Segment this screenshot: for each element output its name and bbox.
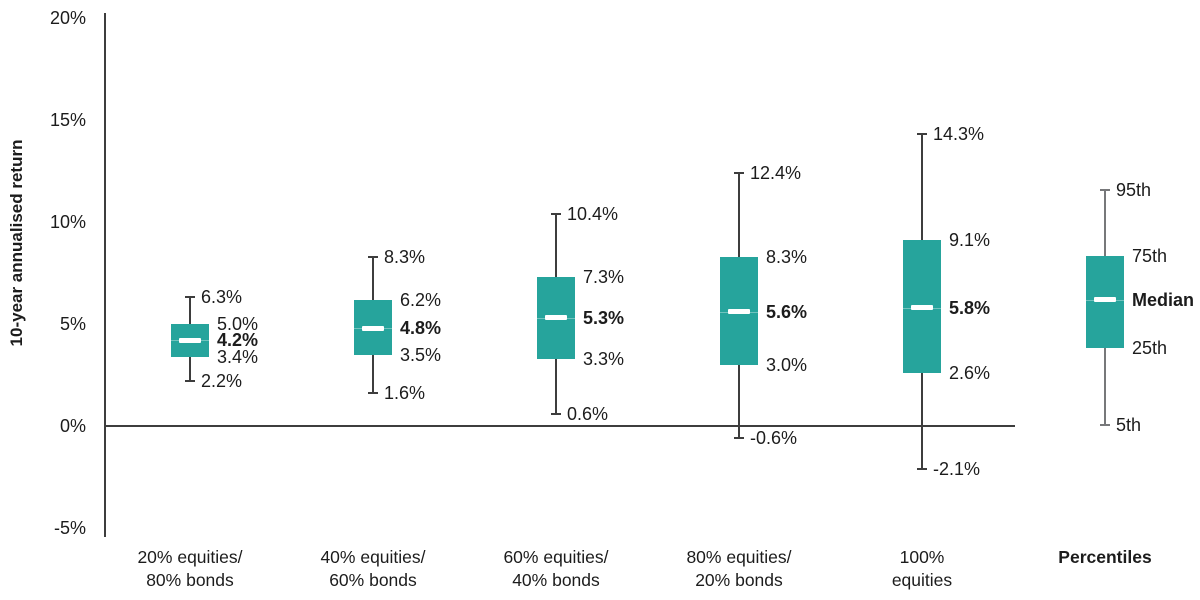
p25-label: 3.3% [583, 348, 625, 369]
category-label-line: 80% bonds [146, 570, 234, 590]
category-label-line: 20% bonds [695, 570, 783, 590]
p25-label: 25th [1132, 338, 1168, 359]
p75-label: 9.1% [949, 230, 991, 251]
whisker-cap-top [185, 296, 195, 299]
percentile-box [1086, 255, 1124, 349]
category-label-line: 40% equities/ [320, 547, 426, 567]
y-tick-label: -5% [53, 518, 86, 538]
p5-label: -0.6% [750, 428, 798, 449]
whisker-cap-bottom [185, 380, 195, 383]
median-dash [545, 315, 567, 321]
category-label: Percentiles [1014, 546, 1196, 569]
median-dash [362, 325, 384, 331]
whisker-cap-bottom [917, 467, 927, 470]
category-label-line: equities [891, 570, 953, 590]
whisker-cap-top [734, 172, 744, 175]
p5-label: 0.6% [567, 403, 609, 424]
whisker-cap-bottom [1100, 423, 1110, 426]
p25-label: 2.6% [949, 362, 991, 383]
p25-label: 3.5% [400, 344, 442, 365]
category-label-line: 60% equities/ [503, 547, 609, 567]
y-tick-label: 0% [59, 416, 86, 436]
whisker-cap-bottom [368, 392, 378, 395]
category-label-line: 100% [899, 547, 945, 567]
category-label-line: Percentiles [1058, 547, 1152, 567]
whisker-cap-bottom [734, 437, 744, 440]
median-label: 5.8% [949, 297, 991, 318]
whisker-cap-top [1100, 189, 1110, 192]
median-dash [911, 305, 933, 311]
p95-label: 10.4% [567, 203, 619, 224]
whisker-cap-top [551, 212, 561, 215]
p25-label: 3.4% [217, 346, 259, 367]
p95-label: 8.3% [384, 246, 426, 267]
median-label: 4.8% [400, 318, 442, 339]
p75-label: 5.0% [217, 314, 259, 334]
y-tick-label: 20% [49, 8, 86, 28]
p5-label: 2.2% [201, 371, 243, 392]
p95-label: 12.4% [750, 163, 802, 184]
median-label: 5.6% [766, 301, 808, 322]
whisker-cap-bottom [551, 412, 561, 415]
p75-label: 75th [1132, 245, 1168, 266]
p75-label: 6.2% [400, 289, 442, 310]
p95-label: 14.3% [933, 124, 985, 145]
category-label-line: 60% bonds [329, 570, 417, 590]
p25-label: 3.0% [766, 354, 808, 375]
y-tick-label: 10% [49, 212, 86, 232]
median-dash [728, 309, 750, 315]
p75-label: 8.3% [766, 246, 808, 267]
category-label: 40% equities/60% bonds [282, 546, 464, 592]
median-dash [1094, 297, 1116, 303]
category-label: 60% equities/40% bonds [465, 546, 647, 592]
p5-label: 1.6% [384, 383, 426, 404]
zero-baseline [104, 425, 1015, 427]
category-label: 20% equities/80% bonds [99, 546, 281, 592]
whisker-cap-top [917, 133, 927, 136]
median-label: 4.2% [217, 330, 259, 351]
p5-label: 5th [1116, 414, 1142, 435]
whisker-cap-top [368, 255, 378, 258]
p5-label: -2.1% [933, 458, 981, 479]
y-tick-label: 5% [59, 314, 86, 334]
y-axis-line [104, 13, 106, 537]
category-label: 100% equities [831, 546, 1013, 592]
category-label-line: 20% equities/ [137, 547, 243, 567]
category-label-line: 40% bonds [512, 570, 600, 590]
median-dash [179, 337, 201, 343]
median-label: Median [1132, 289, 1195, 310]
p95-label: 6.3% [201, 287, 243, 308]
category-label-line: 80% equities/ [686, 547, 792, 567]
category-label: 80% equities/20% bonds [648, 546, 830, 592]
median-label: 5.3% [583, 307, 625, 328]
p95-label: 95th [1116, 180, 1152, 201]
p75-label: 7.3% [583, 267, 625, 288]
y-tick-label: 15% [49, 110, 86, 130]
